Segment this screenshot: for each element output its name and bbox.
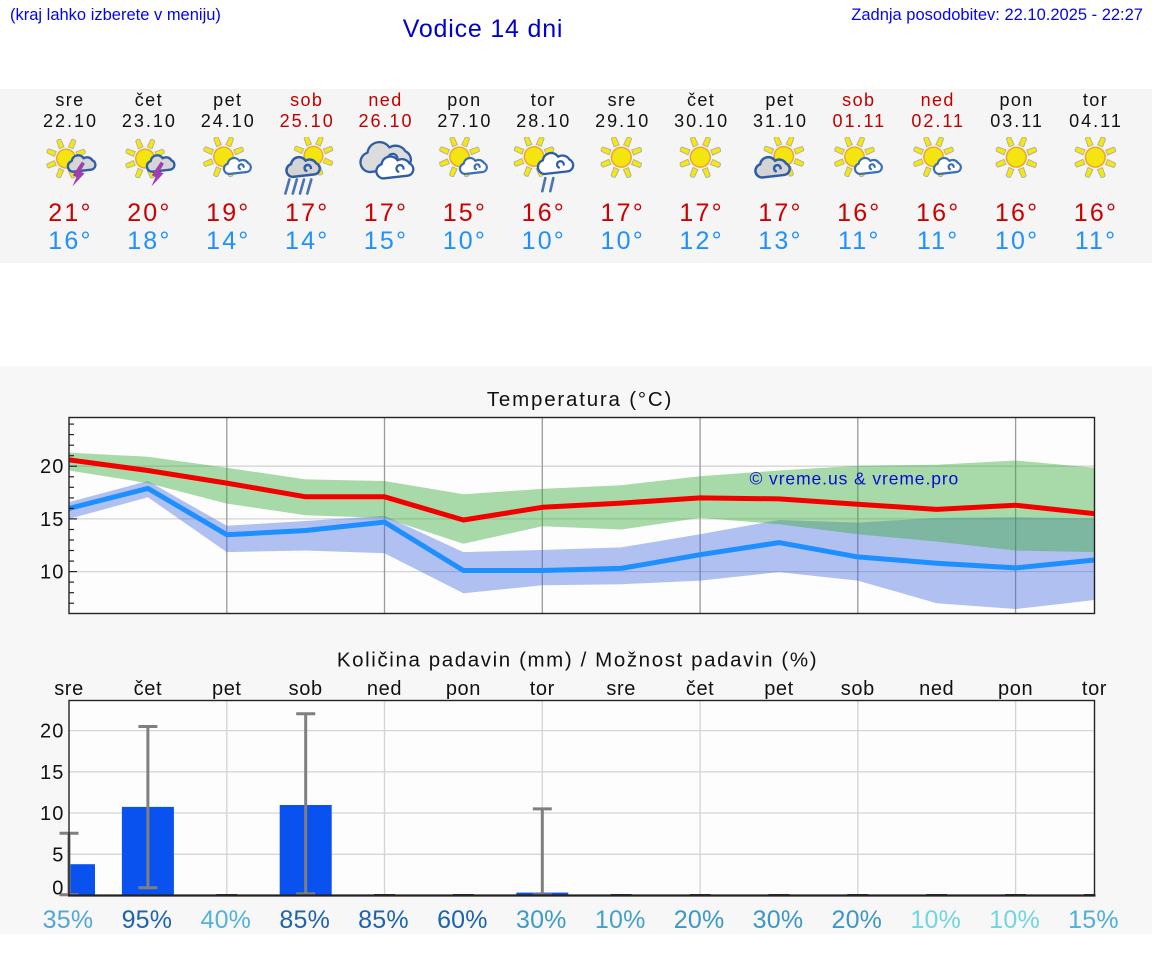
svg-text:15%: 15%: [1068, 906, 1119, 934]
svg-text:5: 5: [52, 844, 64, 866]
svg-text:40%: 40%: [200, 906, 251, 934]
svg-text:35%: 35%: [43, 906, 94, 934]
svg-text:85%: 85%: [279, 906, 330, 934]
svg-text:pon: pon: [998, 678, 1033, 700]
svg-text:čet: čet: [134, 678, 162, 700]
svg-text:85%: 85%: [358, 906, 409, 934]
svg-text:ned: ned: [919, 678, 954, 700]
svg-text:10%: 10%: [989, 906, 1040, 934]
svg-text:30%: 30%: [516, 906, 567, 934]
svg-text:20: 20: [40, 456, 64, 478]
svg-text:20%: 20%: [674, 906, 725, 934]
svg-text:Količina padavin (mm) / Možnos: Količina padavin (mm) / Možnost padavin …: [337, 649, 818, 672]
svg-text:20%: 20%: [831, 906, 882, 934]
svg-text:sre: sre: [54, 678, 84, 700]
svg-text:sob: sob: [289, 678, 323, 700]
svg-text:30%: 30%: [753, 906, 804, 934]
svg-text:pon: pon: [446, 678, 481, 700]
svg-text:10: 10: [40, 562, 64, 584]
svg-text:sob: sob: [841, 678, 875, 700]
svg-text:© vreme.us & vreme.pro: © vreme.us & vreme.pro: [750, 469, 960, 489]
svg-text:pet: pet: [764, 678, 794, 700]
svg-text:60%: 60%: [437, 906, 488, 934]
svg-text:tor: tor: [530, 678, 555, 700]
svg-text:15: 15: [40, 509, 64, 531]
svg-text:10: 10: [40, 803, 64, 825]
svg-text:10%: 10%: [595, 906, 646, 934]
svg-text:15: 15: [40, 762, 64, 784]
svg-text:tor: tor: [1082, 678, 1107, 700]
svg-text:čet: čet: [686, 678, 714, 700]
svg-text:10%: 10%: [910, 906, 961, 934]
svg-text:0: 0: [52, 878, 64, 900]
svg-text:20: 20: [40, 721, 64, 743]
svg-text:ned: ned: [367, 678, 402, 700]
svg-text:Temperatura (°C): Temperatura (°C): [487, 388, 673, 411]
svg-text:sre: sre: [606, 678, 636, 700]
svg-text:pet: pet: [212, 678, 242, 700]
svg-text:95%: 95%: [122, 906, 173, 934]
